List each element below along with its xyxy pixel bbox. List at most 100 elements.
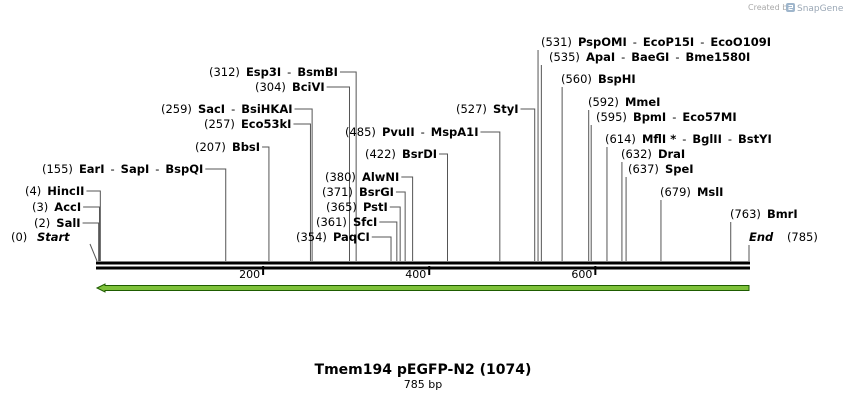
site-label-alwni[interactable]: (380) AlwNI	[325, 170, 399, 184]
site-position: (4)	[25, 184, 41, 198]
leader-line-sali	[82, 222, 100, 261]
site-label-bcivi[interactable]: (304) BciVI	[255, 80, 325, 94]
enzyme-name-bsphi: BspHI	[598, 72, 636, 86]
enzyme-name-bspqi: BspQI	[165, 162, 203, 176]
site-label-saci[interactable]: (259) SacI - BsiHKAI	[161, 102, 293, 116]
site-label-msli[interactable]: (679) MslI	[660, 185, 723, 199]
site-position: (614)	[605, 132, 636, 146]
site-label-pspomi[interactable]: (531) PspOMI - EcoP15I - EcoO109I	[541, 35, 771, 49]
leader-line-bbsi	[262, 146, 270, 261]
enzyme-name-bsrdi: BsrDI	[402, 147, 437, 161]
site-label-eco53ki[interactable]: (257) Eco53kI	[204, 117, 291, 131]
site-label-bsphi[interactable]: (560) BspHI	[561, 72, 636, 86]
site-separator: -	[682, 132, 686, 146]
enzyme-name-mmei: MmeI	[625, 95, 661, 109]
leader-line-eco53ki	[293, 123, 311, 261]
enzyme-name-acci: AccI	[54, 200, 81, 214]
tick-label-400: 400	[405, 268, 426, 281]
site-label-apai[interactable]: (535) ApaI - BaeGI - Bme1580I	[549, 50, 750, 64]
site-label-hincii[interactable]: (4) HincII	[25, 184, 84, 198]
site-label-mfli[interactable]: (614) MflI * - BglII - BstYI	[605, 132, 772, 146]
site-label-bbsi[interactable]: (207) BbsI	[195, 140, 260, 154]
enzyme-name-ecop15i: EcoP15I	[643, 35, 694, 49]
site-position: (257)	[204, 117, 235, 131]
enzyme-name-ecoo109i: EcoO109I	[710, 35, 771, 49]
site-separator: -	[421, 125, 425, 139]
leader-line-start	[89, 243, 98, 262]
site-label-pvuii[interactable]: (485) PvuII - MspA1I	[345, 125, 478, 139]
enzyme-name-drai: DraI	[658, 147, 685, 161]
snapgene-logo-icon	[786, 3, 795, 12]
site-position: (354)	[296, 230, 327, 244]
leader-line-pvuii	[480, 131, 501, 261]
enzyme-name-msli: MslI	[697, 185, 724, 199]
snapgene-brand: Created by SnapGene	[748, 3, 844, 14]
site-label-bpmi[interactable]: (595) BpmI - Eco57MI	[596, 110, 737, 124]
tick-label-200: 200	[239, 268, 260, 281]
site-position: (763)	[730, 207, 761, 221]
site-position: (679)	[660, 185, 691, 199]
sequence-backbone	[96, 261, 750, 270]
enzyme-name-bsihkai: BsiHKAI	[241, 102, 292, 116]
site-label-esp3i[interactable]: (312) Esp3I - BsmBI	[209, 65, 338, 79]
leader-line-saci	[294, 108, 313, 261]
site-label-bsrdi[interactable]: (422) BsrDI	[365, 147, 437, 161]
site-position: (595)	[596, 110, 627, 124]
leader-line-bsrdi	[439, 153, 449, 261]
site-separator: -	[231, 102, 235, 116]
site-label-drai[interactable]: (632) DraI	[621, 147, 685, 161]
site-label-sali[interactable]: (2) SalI	[34, 216, 81, 230]
site-label-bsrgi[interactable]: (371) BsrGI	[322, 185, 394, 199]
site-label-spei[interactable]: (637) SpeI	[628, 162, 694, 176]
enzyme-name-bbsi: BbsI	[232, 140, 260, 154]
site-position: (155)	[42, 162, 73, 176]
brand-created-by: Created by	[748, 3, 792, 12]
enzyme-name-eco57mi: Eco57MI	[682, 110, 736, 124]
leader-line-sfci	[379, 221, 398, 261]
enzyme-name-bsrgi: BsrGI	[359, 185, 394, 199]
end-name: End	[749, 230, 774, 244]
enzyme-name-pspomi: PspOMI	[578, 35, 627, 49]
site-position: (259)	[161, 102, 192, 116]
enzyme-name-mfli: MflI *	[642, 132, 676, 146]
site-position: (371)	[322, 185, 353, 199]
feature-arrow-shape[interactable]	[95, 283, 750, 293]
site-leader-lines	[82, 50, 750, 262]
site-label-paqci[interactable]: (354) PaqCI	[296, 230, 370, 244]
leader-line-acci	[83, 206, 100, 261]
enzyme-name-sfci: SfcI	[353, 215, 377, 229]
site-label-psti[interactable]: (365) PstI	[326, 200, 388, 214]
site-position: (531)	[541, 35, 572, 49]
enzyme-name-hincii: HincII	[47, 184, 84, 198]
enzyme-name-bstyi: BstYI	[738, 132, 772, 146]
site-label-bmri[interactable]: (763) BmrI	[730, 207, 798, 221]
enzyme-name-bglii: BglII	[692, 132, 722, 146]
start-name: Start	[37, 230, 70, 244]
leader-line-paqci	[371, 236, 392, 261]
site-position: (535)	[549, 50, 580, 64]
site-separator: -	[155, 162, 159, 176]
enzyme-name-psti: PstI	[363, 200, 388, 214]
enzyme-name-baegi: BaeGI	[631, 50, 669, 64]
site-label-sfci[interactable]: (361) SfcI	[316, 215, 377, 229]
feature-arrow[interactable]	[95, 283, 750, 293]
tick-label-600: 600	[571, 268, 592, 281]
site-position: (207)	[195, 140, 226, 154]
site-label-acci[interactable]: (3) AccI	[32, 200, 81, 214]
enzyme-name-mspa1i: MspA1I	[431, 125, 479, 139]
site-separator: -	[633, 35, 637, 49]
site-label-styi[interactable]: (527) StyI	[456, 102, 519, 116]
leader-line-alwni	[401, 176, 414, 261]
start-pos: (0)	[11, 230, 27, 244]
site-label-mmei[interactable]: (592) MmeI	[588, 95, 660, 109]
end-pos: (785)	[787, 230, 818, 244]
map-title: Tmem194 pEGFP-N2 (1074)	[315, 362, 532, 378]
site-position: (2)	[34, 216, 50, 230]
site-label-eari[interactable]: (155) EarI - SapI - BspQI	[42, 162, 203, 176]
enzyme-name-sali: SalI	[56, 216, 80, 230]
end-label: End (785)	[749, 230, 818, 244]
site-separator: -	[728, 132, 732, 146]
site-separator: -	[700, 35, 704, 49]
leader-line-psti	[389, 206, 401, 261]
